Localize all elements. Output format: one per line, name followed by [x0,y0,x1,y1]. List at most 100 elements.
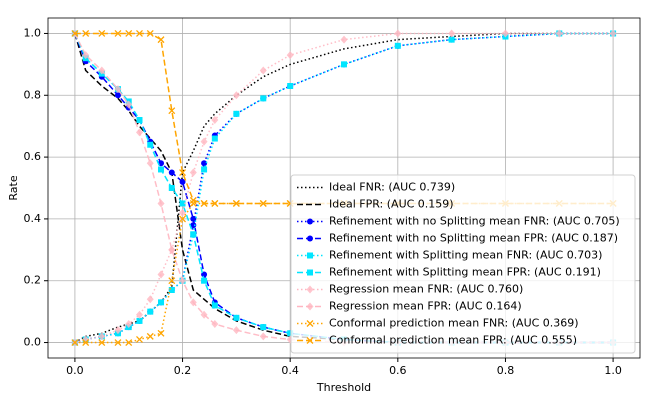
marker [125,29,133,37]
marker [307,235,313,242]
marker [82,339,90,347]
marker [200,199,208,207]
marker [71,29,79,37]
legend: Ideal FNR: (AUC 0.739) Ideal FPR: (AUC 0.… [290,174,636,354]
marker [260,95,267,102]
marker [114,326,122,335]
marker [82,51,90,60]
marker [71,339,79,347]
marker [307,269,313,276]
y-axis-label: Rate [7,175,20,200]
y-tick-label: 0.6 [24,150,42,163]
legend-label: Ideal FNR: (AUC 0.739) [329,181,455,194]
marker [233,314,240,321]
marker [259,66,267,75]
marker [201,277,208,284]
marker [340,35,348,44]
legend-label: Conformal prediction mean FNR: (AUC 0.36… [329,317,579,330]
marker [211,320,219,328]
marker [179,215,187,223]
marker [157,199,165,208]
marker [157,329,165,337]
marker [306,285,314,294]
legend-label: Refinement with Splitting mean FPR: (AUC… [329,266,601,279]
marker [190,215,197,222]
marker [211,135,218,142]
marker [233,110,240,117]
marker [125,339,133,347]
marker [114,29,122,37]
marker [307,218,313,225]
marker [114,85,122,94]
x-tick-label: 0.6 [389,364,407,377]
y-tick-label: 0.4 [24,212,42,225]
marker [146,332,154,340]
x-tick-label: 1.0 [604,364,622,377]
marker [501,29,509,38]
marker [168,287,175,293]
legend-label: Refinement with no Splitting mean FNR: (… [329,215,620,228]
marker [555,29,563,38]
marker [306,337,314,344]
marker [609,29,617,38]
marker [157,270,165,279]
marker [307,252,313,259]
marker [158,166,165,173]
marker [147,308,154,315]
marker [201,166,208,173]
marker [179,208,187,217]
marker [179,169,187,177]
legend-label: Regression mean FNR: (AUC 0.760) [329,283,523,296]
legend-label: Refinement with Splitting mean FNR: (AUC… [329,249,602,262]
plot-frame [47,17,641,359]
marker [211,302,218,309]
marker [179,276,187,285]
marker [232,91,240,100]
legend-box [290,174,636,354]
marker [168,245,176,254]
marker [189,196,197,204]
marker [157,36,165,44]
marker [448,36,455,43]
y-tick-label: 0.0 [24,336,42,349]
marker [168,277,176,285]
marker [158,299,165,306]
marker [168,185,175,191]
marker [114,339,122,347]
y-tick-label: 1.0 [24,26,42,39]
marker [114,92,121,99]
marker [146,159,154,168]
marker [146,29,154,37]
marker [211,116,219,124]
marker [394,29,402,38]
series-line [74,32,614,205]
series-line [74,32,614,344]
series-line [74,33,614,344]
marker [190,231,197,238]
marker [260,324,267,331]
marker [98,332,106,341]
marker [125,100,133,109]
marker [287,83,294,89]
marker [98,339,106,347]
marker [394,42,401,49]
legend-label: Regression mean FPR: (AUC 0.164) [329,300,522,313]
marker [136,29,143,37]
marker [179,178,186,185]
marker [168,107,176,115]
marker [232,199,240,207]
series-line [74,32,614,344]
marker [189,168,197,177]
marker [189,298,197,307]
marker [179,200,186,207]
marker [211,199,219,207]
marker [125,320,133,328]
marker [259,332,267,341]
marker [286,51,294,60]
marker [341,61,347,68]
x-tick-label: 0.0 [66,364,84,377]
x-tick-label: 0.4 [281,364,299,377]
y-tick-label: 0.8 [24,88,42,101]
marker [168,169,175,176]
